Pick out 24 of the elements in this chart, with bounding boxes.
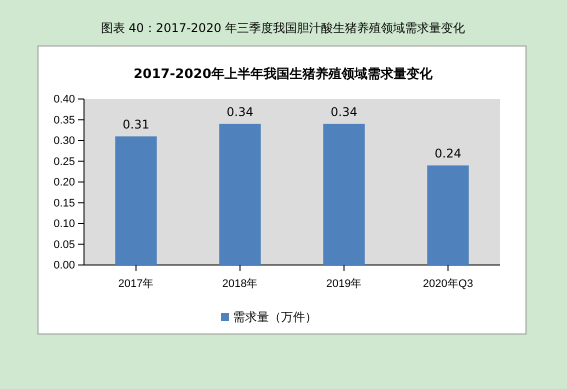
y-tick-label: 0.15 (54, 197, 75, 210)
y-tick-label: 0.30 (54, 135, 75, 148)
data-label: 0.24 (434, 146, 462, 160)
legend-label: 需求量（万件） (233, 310, 317, 324)
x-tick-label: 2019年 (326, 278, 362, 290)
x-tick-label: 2018年 (222, 278, 258, 290)
y-tick-label: 0.10 (54, 218, 75, 230)
bar (115, 136, 157, 265)
x-tick-label: 2017年 (118, 278, 154, 290)
y-tick-label: 0.05 (54, 238, 75, 251)
chart-subtitle: 2017-2020年上半年我国生猪养殖领域需求量变化 (134, 66, 434, 82)
x-tick-label: 2020年Q3 (422, 278, 474, 290)
bar (323, 124, 365, 265)
data-label: 0.34 (226, 104, 254, 119)
y-tick-label: 0.00 (54, 260, 75, 272)
chart-title: 图表 40：2017-2020 年三季度我国胆汁酸生猪养殖领域需求量变化 (100, 21, 466, 35)
data-label: 0.34 (330, 104, 358, 119)
y-tick-label: 0.20 (54, 176, 75, 189)
y-tick-label: 0.35 (54, 114, 75, 126)
y-tick-label: 0.40 (54, 94, 75, 106)
bar (427, 165, 469, 265)
y-tick-label: 0.25 (54, 156, 75, 168)
data-label: 0.31 (122, 117, 150, 132)
bar (219, 124, 261, 265)
